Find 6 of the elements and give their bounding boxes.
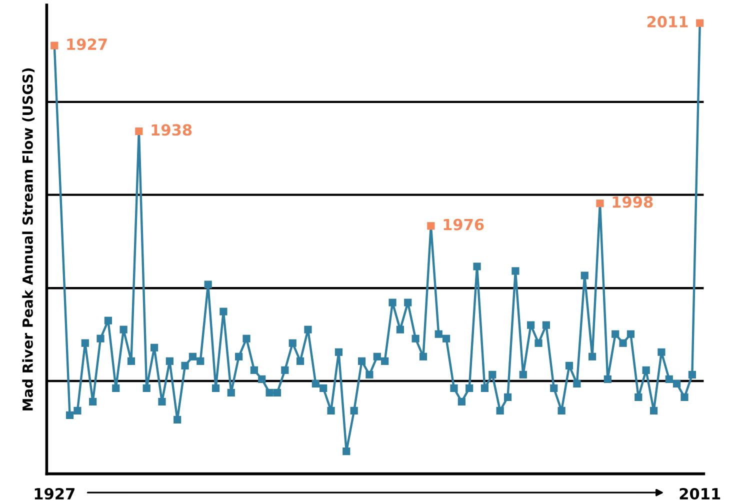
annotation: 1938: [152, 124, 192, 136]
annotation: 1976: [444, 218, 484, 230]
annotation: 2011: [647, 16, 688, 28]
annotation: 1998: [612, 196, 653, 208]
y-axis-title: Mad River Peak Annual Stream Flow (USGS): [22, 68, 35, 410]
annotation: 1927: [67, 38, 107, 50]
